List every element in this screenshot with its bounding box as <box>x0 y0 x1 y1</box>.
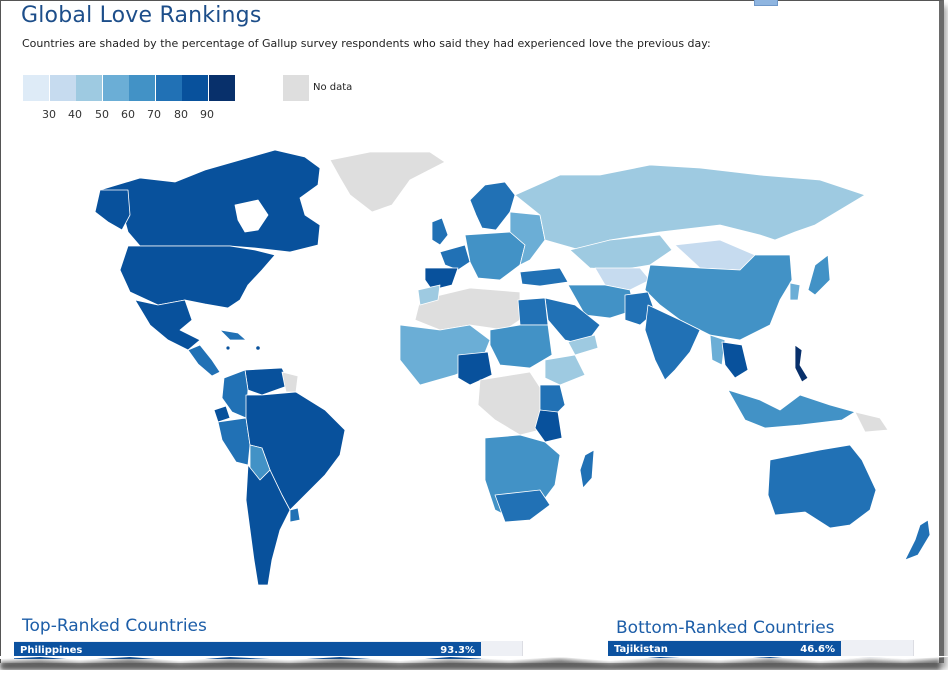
legend-tick: 80 <box>174 108 188 121</box>
region-peru[interactable] <box>217 417 251 466</box>
region-scandinavia[interactable] <box>469 181 516 231</box>
region-japan[interactable] <box>807 254 831 296</box>
region-philippines[interactable] <box>794 344 809 383</box>
region-central-europe[interactable] <box>464 231 526 281</box>
page-title: Global Love Rankings <box>21 3 262 28</box>
region-puerto-rico[interactable] <box>225 345 231 351</box>
color-legend <box>23 75 235 101</box>
region-yemen[interactable] <box>567 334 599 356</box>
region-morocco[interactable] <box>417 284 441 306</box>
region-guianas <box>281 371 299 393</box>
legend-tick: 70 <box>147 108 161 121</box>
bottom-ranked-bar: Tajikistan 46.6% <box>608 641 841 658</box>
legend-swatch <box>155 75 182 101</box>
region-greenland[interactable] <box>329 151 446 213</box>
region-ethiopia[interactable] <box>544 354 586 386</box>
legend-swatch <box>23 75 49 101</box>
legend-tick: 90 <box>200 108 214 121</box>
region-hudson-bay <box>234 199 269 233</box>
region-korea[interactable] <box>789 282 801 301</box>
top-ranked-value: 93.3% <box>440 645 475 656</box>
torn-edge-decoration <box>0 656 948 683</box>
top-ranked-country: Philippines <box>20 645 83 656</box>
region-canada[interactable] <box>99 149 321 253</box>
region-new-zealand[interactable] <box>904 519 931 561</box>
region-mongolia[interactable] <box>674 239 756 271</box>
legend-swatch <box>102 75 129 101</box>
region-argentina-chile[interactable] <box>245 464 291 586</box>
region-caribbean[interactable] <box>219 329 247 341</box>
world-choropleth-map[interactable] <box>0 145 948 600</box>
region-iberia[interactable] <box>424 267 459 291</box>
legend-swatch <box>49 75 76 101</box>
legend-swatch <box>129 75 155 101</box>
legend-tick: 50 <box>95 108 109 121</box>
no-data-swatch <box>283 75 309 101</box>
legend-swatch <box>208 75 235 101</box>
region-thailand-cambodia[interactable] <box>721 341 749 379</box>
bottom-ranked-country: Tajikistan <box>614 644 668 655</box>
scroll-tab-marker[interactable] <box>754 0 778 6</box>
region-uk[interactable] <box>431 217 449 246</box>
region-dominican-rep[interactable] <box>255 345 261 351</box>
region-australia[interactable] <box>767 444 877 529</box>
no-data-label: No data <box>313 82 353 93</box>
region-madagascar[interactable] <box>579 449 595 489</box>
top-ranked-title: Top-Ranked Countries <box>22 616 207 636</box>
region-central-america[interactable] <box>187 344 221 377</box>
bottom-ranked-title: Bottom-Ranked Countries <box>616 618 835 638</box>
region-france[interactable] <box>439 244 471 271</box>
legend-swatch <box>182 75 208 101</box>
top-ranked-row[interactable]: Philippines 93.3% <box>14 641 523 659</box>
region-uruguay[interactable] <box>289 507 301 523</box>
region-usa[interactable] <box>119 245 276 309</box>
region-myanmar[interactable] <box>709 334 726 366</box>
region-tanzania[interactable] <box>534 409 563 443</box>
legend-swatch <box>76 75 102 101</box>
region-indonesia[interactable] <box>727 389 856 429</box>
region-central-africa-nodata[interactable] <box>477 371 546 436</box>
legend-tick: 60 <box>121 108 135 121</box>
legend-tick: 30 <box>42 108 56 121</box>
bottom-ranked-value: 46.6% <box>800 644 835 655</box>
region-chad-sudan[interactable] <box>489 324 553 369</box>
bottom-ranked-row[interactable]: Tajikistan 46.6% <box>608 640 914 658</box>
legend-tick: 40 <box>68 108 82 121</box>
region-russia[interactable] <box>514 164 866 251</box>
region-india[interactable] <box>644 304 701 381</box>
region-alaska[interactable] <box>94 189 131 231</box>
region-turkey[interactable] <box>519 267 569 287</box>
region-egypt[interactable] <box>517 297 549 326</box>
region-png[interactable] <box>854 411 889 433</box>
page-subtitle: Countries are shaded by the percentage o… <box>22 37 711 50</box>
region-central-asia[interactable] <box>594 267 651 291</box>
top-ranked-bar: Philippines 93.3% <box>14 642 481 659</box>
region-mexico[interactable] <box>134 299 201 351</box>
region-south-africa[interactable] <box>494 489 551 523</box>
region-east-africa[interactable] <box>539 384 566 416</box>
region-china[interactable] <box>644 254 793 341</box>
region-ecuador[interactable] <box>213 405 231 423</box>
